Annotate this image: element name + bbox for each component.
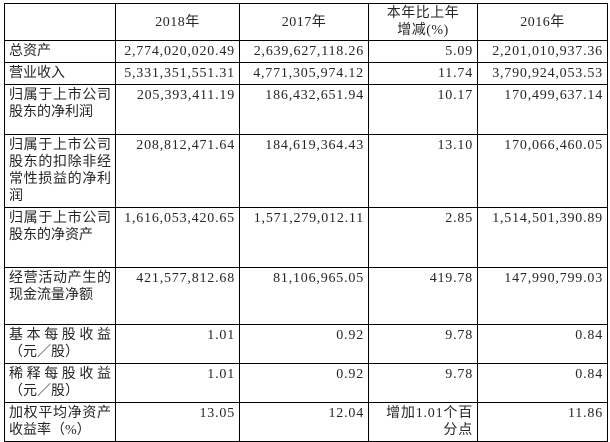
row-label: 稀释每股收益（元／股） xyxy=(4,363,116,403)
value-2018: 1.01 xyxy=(115,324,240,364)
value-2016: 0.84 xyxy=(477,363,608,403)
row-label: 归属于上市公司股东的扣除非经常性损益的净利润 xyxy=(4,134,116,208)
table-row-basic-eps: 基本每股收益（元／股） 1.01 0.92 9.78 0.84 xyxy=(4,324,608,364)
value-2018: 205,393,411.19 xyxy=(115,84,240,135)
value-2017: 81,106,965.05 xyxy=(239,267,369,325)
value-2018: 208,812,471.64 xyxy=(115,134,240,208)
header-yoy-change: 本年比上年 增减(%) xyxy=(368,3,478,41)
value-2017: 186,432,651.94 xyxy=(239,84,369,135)
financial-summary-table: 2018年 2017年 本年比上年 增减(%) 2016年 总资产 2,774,… xyxy=(4,3,608,442)
table-row-diluted-eps: 稀释每股收益（元／股） 1.01 0.92 9.78 0.84 xyxy=(4,363,608,403)
value-2017: 2,639,627,118.26 xyxy=(239,40,369,63)
value-change: 13.10 xyxy=(368,134,478,208)
row-label: 归属于上市公司股东的净资产 xyxy=(4,207,116,268)
value-change: 419.78 xyxy=(368,267,478,325)
value-2018: 13.05 xyxy=(115,402,240,442)
value-2017: 184,619,364.43 xyxy=(239,134,369,208)
table-row-net-profit-excl-nonrecurring: 归属于上市公司股东的扣除非经常性损益的净利润 208,812,471.64 18… xyxy=(4,134,608,208)
header-empty-cell xyxy=(4,3,116,41)
value-2018: 2,774,020,020.49 xyxy=(115,40,240,63)
value-2018: 1,616,053,420.65 xyxy=(115,207,240,268)
value-2016: 0.84 xyxy=(477,324,608,364)
table-header-row: 2018年 2017年 本年比上年 增减(%) 2016年 xyxy=(4,3,608,41)
header-year-2018: 2018年 xyxy=(115,3,240,41)
value-2017: 4,771,305,974.12 xyxy=(239,62,369,85)
value-change: 11.74 xyxy=(368,62,478,85)
value-2018: 421,577,812.68 xyxy=(115,267,240,325)
value-2016: 170,499,637.14 xyxy=(477,84,608,135)
value-change: 9.78 xyxy=(368,324,478,364)
row-label: 归属于上市公司股东的净利润 xyxy=(4,84,116,135)
header-year-2017: 2017年 xyxy=(239,3,369,41)
value-change: 增加1.01个百分点 xyxy=(368,402,478,442)
value-2017: 12.04 xyxy=(239,402,369,442)
value-2016: 2,201,010,937.36 xyxy=(477,40,608,63)
table-row-weighted-avg-roe: 加权平均净资产收益率（%） 13.05 12.04 增加1.01个百分点 11.… xyxy=(4,402,608,442)
value-2016: 11.86 xyxy=(477,402,608,442)
value-change: 9.78 xyxy=(368,363,478,403)
value-change: 10.17 xyxy=(368,84,478,135)
value-2016: 1,514,501,390.89 xyxy=(477,207,608,268)
row-label: 总资产 xyxy=(4,40,116,63)
table-row-operating-revenue: 营业收入 5,331,351,551.31 4,771,305,974.12 1… xyxy=(4,62,608,85)
row-label: 营业收入 xyxy=(4,62,116,85)
table-row-net-assets: 归属于上市公司股东的净资产 1,616,053,420.65 1,571,279… xyxy=(4,207,608,268)
value-2016: 147,990,799.03 xyxy=(477,267,608,325)
value-2018: 5,331,351,551.31 xyxy=(115,62,240,85)
table-row-total-assets: 总资产 2,774,020,020.49 2,639,627,118.26 5.… xyxy=(4,40,608,63)
value-2017: 1,571,279,012.11 xyxy=(239,207,369,268)
value-change: 2.85 xyxy=(368,207,478,268)
table-row-operating-cash-flow: 经营活动产生的现金流量净额 421,577,812.68 81,106,965.… xyxy=(4,267,608,325)
value-2017: 0.92 xyxy=(239,363,369,403)
value-2017: 0.92 xyxy=(239,324,369,364)
header-year-2016: 2016年 xyxy=(477,3,608,41)
row-label: 基本每股收益（元／股） xyxy=(4,324,116,364)
row-label: 经营活动产生的现金流量净额 xyxy=(4,267,116,325)
value-2016: 3,790,924,053.53 xyxy=(477,62,608,85)
table-row-net-profit: 归属于上市公司股东的净利润 205,393,411.19 186,432,651… xyxy=(4,84,608,135)
row-label: 加权平均净资产收益率（%） xyxy=(4,402,116,442)
value-change: 5.09 xyxy=(368,40,478,63)
value-2018: 1.01 xyxy=(115,363,240,403)
value-2016: 170,066,460.05 xyxy=(477,134,608,208)
